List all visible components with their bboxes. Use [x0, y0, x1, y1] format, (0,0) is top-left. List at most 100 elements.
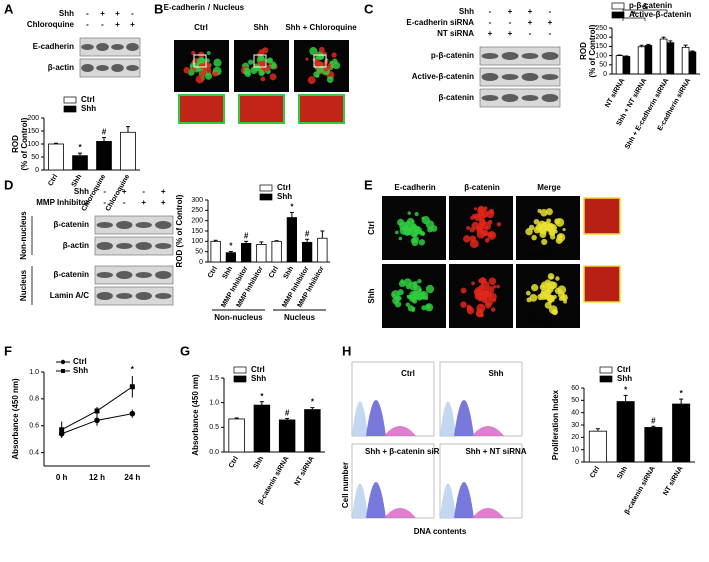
x-tick-label: Chloroquine — [105, 173, 132, 212]
cell-signal — [420, 231, 425, 236]
bar — [304, 409, 321, 453]
y-axis-label: (% of Control) — [588, 24, 597, 77]
y-tick-label: 1.0 — [29, 369, 39, 376]
blot-row-label: β-catenin — [53, 270, 89, 279]
cell-signal — [555, 218, 565, 227]
significance-mark: # — [285, 409, 290, 418]
cell-signal — [549, 275, 553, 280]
cell-signal — [417, 279, 422, 284]
y-tick-label: 30 — [571, 422, 579, 429]
condition-sign: + — [115, 20, 120, 29]
condition-sign: - — [103, 198, 106, 207]
bracket-label: * — [632, 10, 636, 19]
cell-signal — [466, 225, 470, 230]
blot-band — [521, 95, 539, 101]
blot-band — [135, 242, 152, 250]
y-tick-label: 300 — [191, 197, 203, 204]
bar — [240, 242, 252, 263]
blot-band — [96, 222, 113, 228]
cell-signal — [540, 209, 548, 217]
blot-strip — [94, 286, 174, 306]
y-tick-label: 50 — [195, 249, 203, 256]
significance-mark: * — [624, 386, 628, 395]
axis-label: Cell number — [341, 462, 350, 508]
bar — [253, 404, 271, 453]
cell-signal — [319, 46, 325, 53]
x-tick-label: NT siRNA — [294, 455, 316, 486]
significance-mark: # — [244, 231, 249, 240]
cell-signal — [488, 277, 497, 286]
panel-letter: C — [364, 1, 374, 16]
blot-band — [521, 73, 539, 81]
panel-letter: F — [4, 343, 12, 358]
bar — [659, 38, 668, 75]
significance-mark: * — [680, 389, 684, 398]
bar — [672, 403, 691, 463]
cell-signal — [548, 305, 558, 314]
significance-mark: # — [102, 128, 107, 137]
significance-mark: * — [229, 242, 233, 251]
blot-band — [135, 292, 152, 300]
condition-label: Shh — [59, 9, 74, 18]
condition-sign: + — [122, 187, 127, 196]
marker — [94, 417, 100, 424]
cell-signal — [545, 208, 553, 216]
column-label: β-catenin — [464, 183, 500, 192]
legend-swatch — [611, 2, 625, 10]
cell-signal — [537, 293, 544, 301]
zoom-inset — [583, 265, 621, 303]
panel-letter: B — [154, 1, 163, 16]
cell-signal — [404, 220, 412, 228]
condition-label: Shh — [74, 187, 89, 196]
condition-sign: - — [529, 29, 532, 38]
blot-row-label: β-actin — [48, 63, 74, 72]
cell-signal — [326, 76, 334, 83]
bar — [588, 430, 607, 463]
cell-signal — [470, 215, 475, 220]
blot-row-label: p-β-catenin — [431, 51, 474, 60]
cell-signal — [305, 57, 309, 61]
legend-swatch — [599, 375, 613, 383]
cell-signal — [469, 235, 476, 242]
cell-signal — [418, 239, 426, 246]
blot-band — [155, 271, 172, 279]
y-tick-label: 40 — [571, 410, 579, 417]
marker — [129, 410, 136, 417]
column-label: Shh — [253, 23, 268, 32]
blot-band — [135, 222, 152, 228]
bar — [637, 46, 646, 75]
x-tick-label: Ctrl — [207, 265, 219, 279]
cell-signal — [397, 218, 405, 226]
cell-signal — [206, 51, 211, 55]
legend-label: p-β-catenin — [629, 1, 672, 10]
condition-sign: - — [131, 9, 134, 18]
histogram-peak — [384, 508, 416, 518]
y-axis-label: ROD — [11, 135, 20, 153]
blot-band — [116, 293, 133, 299]
condition-sign: + — [100, 9, 105, 18]
cell-signal — [414, 211, 419, 217]
blot-band — [111, 44, 124, 50]
cell-signal — [319, 65, 325, 71]
blot-band — [96, 65, 109, 71]
cell-signal — [183, 66, 190, 74]
zoom-inset — [238, 94, 285, 124]
cell-signal — [546, 296, 551, 301]
cell-signal — [268, 62, 272, 66]
cell-signal — [332, 61, 341, 70]
legend-marker — [61, 369, 65, 373]
row-label: Ctrl — [367, 221, 376, 235]
cell-signal — [425, 284, 435, 294]
y-tick-label: 150 — [27, 128, 39, 135]
histogram-peak — [454, 482, 474, 518]
legend-label: Ctrl — [277, 183, 291, 192]
cell-signal — [258, 49, 265, 56]
condition-sign: - — [549, 29, 552, 38]
cell-signal — [544, 279, 552, 286]
condition-sign: + — [528, 7, 533, 16]
histogram-peak — [440, 401, 456, 436]
cell-signal — [398, 280, 406, 288]
blot-band — [521, 53, 539, 59]
blot-band — [126, 65, 139, 71]
panel-letter: H — [342, 343, 351, 358]
